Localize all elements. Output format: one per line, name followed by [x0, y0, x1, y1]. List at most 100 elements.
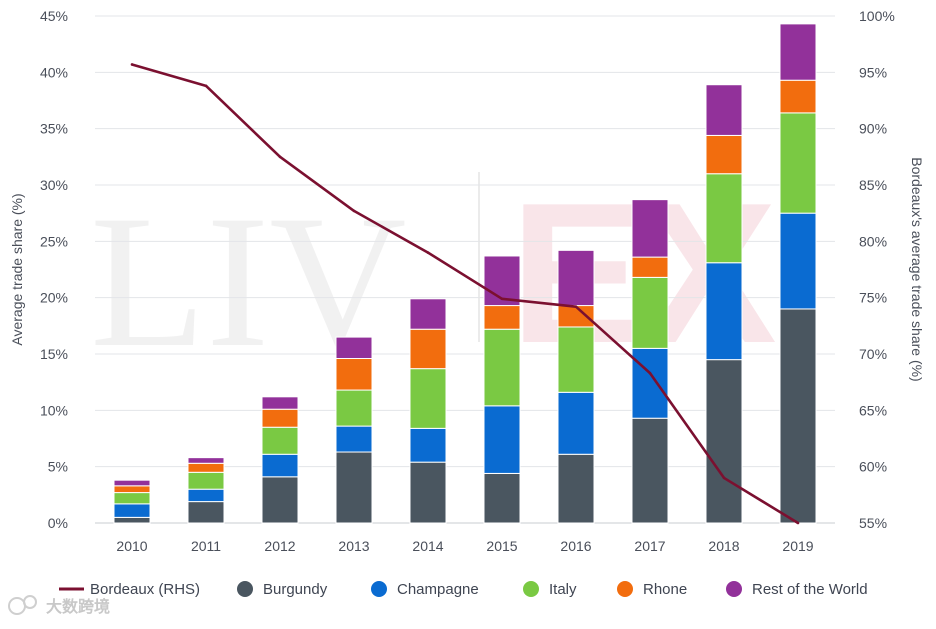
bordeaux-point-2011 [204, 84, 208, 88]
bar-champagne-2017 [631, 347, 669, 419]
legend-label-champagne: Champagne [397, 581, 479, 598]
bar-burgundy-2018 [705, 359, 743, 524]
bar-champagne-2010 [113, 503, 151, 518]
bar-rhone-2018 [705, 134, 743, 175]
legend-label-rest-of-the-world: Rest of the World [752, 581, 868, 598]
bar-rest-of-the-world-2010 [113, 479, 151, 487]
y-tick-label-right: 65% [859, 402, 887, 418]
brand-logo-icon-2 [23, 595, 37, 609]
bar-italy-2014 [409, 368, 447, 429]
y-tick-label-left: 25% [40, 233, 68, 249]
legend-swatch-italy [523, 581, 539, 597]
y-tick-label-left: 5% [48, 459, 68, 475]
bar-italy-2012 [261, 426, 299, 455]
legend-swatch-rest-of-the-world [726, 581, 742, 597]
legend-label-bordeaux: Bordeaux (RHS) [90, 581, 200, 598]
x-tick-label: 2013 [338, 538, 369, 554]
y-tick-label-left: 15% [40, 346, 68, 362]
brand-mark: 大数跨境 [8, 595, 110, 616]
y-tick-label-left: 10% [40, 402, 68, 418]
bar-rhone-2013 [335, 358, 373, 391]
bar-italy-2015 [483, 328, 521, 407]
bar-italy-2018 [705, 173, 743, 264]
bordeaux-line-layer [130, 63, 800, 525]
bar-rhone-2015 [483, 305, 521, 330]
legend-label-italy: Italy [549, 581, 577, 598]
y-tick-label-left: 0% [48, 515, 68, 531]
y-tick-label-right: 60% [859, 459, 887, 475]
bar-rhone-2019 [779, 79, 817, 114]
bar-burgundy-2019 [779, 308, 817, 524]
bordeaux-point-2016 [574, 305, 578, 308]
bar-champagne-2016 [557, 391, 595, 455]
bar-burgundy-2015 [483, 472, 521, 524]
y-tick-label-right: 85% [859, 177, 887, 193]
bar-italy-2013 [335, 389, 373, 427]
bordeaux-point-2014 [426, 251, 430, 254]
bar-italy-2016 [557, 326, 595, 393]
legend-label-rhone: Rhone [643, 581, 687, 598]
bar-rhone-2012 [261, 408, 299, 428]
legend-swatch-champagne [371, 581, 387, 597]
bar-rest-of-the-world-2018 [705, 84, 743, 136]
bordeaux-point-2012 [278, 155, 282, 159]
bar-champagne-2013 [335, 425, 373, 453]
y-tick-label-right: 100% [859, 8, 895, 24]
bar-burgundy-2016 [557, 453, 595, 524]
bar-burgundy-2017 [631, 417, 669, 524]
bars [113, 23, 817, 524]
bar-burgundy-2010 [113, 516, 151, 524]
y-tick-label-right: 95% [859, 64, 887, 80]
watermark-divider [478, 172, 480, 342]
legend: Bordeaux (RHS) Burgundy Champagne Italy Rhon… [59, 581, 868, 598]
bar-rest-of-the-world-2019 [779, 23, 817, 81]
x-tick-label: 2018 [708, 538, 739, 554]
bordeaux-line [131, 63, 799, 525]
brand-text: 大数跨境 [46, 597, 110, 616]
y-tick-label-left: 30% [40, 177, 68, 193]
brand-logo-icon [8, 597, 26, 615]
y-axis-title-left: Average trade share (%) [9, 193, 25, 345]
y-tick-label-right: 55% [859, 515, 887, 531]
bar-rest-of-the-world-2016 [557, 249, 595, 307]
bar-rest-of-the-world-2014 [409, 298, 447, 330]
bordeaux-point-2017 [648, 371, 652, 375]
bar-champagne-2019 [779, 212, 817, 310]
y-tick-label-right: 90% [859, 121, 887, 137]
bar-champagne-2012 [261, 453, 299, 478]
bar-rest-of-the-world-2013 [335, 336, 373, 360]
bordeaux-point-2013 [352, 209, 356, 213]
bar-italy-2019 [779, 112, 817, 214]
x-tick-label: 2015 [486, 538, 517, 554]
bar-rhone-2010 [113, 485, 151, 494]
bar-champagne-2014 [409, 427, 447, 463]
bar-champagne-2018 [705, 262, 743, 361]
bar-italy-2017 [631, 276, 669, 349]
x-tick-label: 2014 [412, 538, 443, 554]
bordeaux-point-2018 [722, 476, 726, 480]
bar-champagne-2011 [187, 488, 225, 503]
bordeaux-point-2015 [500, 297, 504, 301]
legend-swatch-rhone [617, 581, 633, 597]
bar-rest-of-the-world-2011 [187, 457, 225, 464]
bar-burgundy-2011 [187, 501, 225, 524]
y-tick-label-left: 40% [40, 64, 68, 80]
y-tick-label-left: 35% [40, 121, 68, 137]
bordeaux-point-2010 [130, 63, 134, 66]
bar-burgundy-2012 [261, 476, 299, 524]
y-tick-label-left: 45% [40, 8, 68, 24]
bar-rhone-2014 [409, 328, 447, 370]
y-axis-title-right: Bordeaux's average trade share (%) [909, 157, 925, 381]
bar-burgundy-2013 [335, 451, 373, 524]
bar-rhone-2017 [631, 256, 669, 278]
bar-rest-of-the-world-2012 [261, 396, 299, 410]
bar-rest-of-the-world-2017 [631, 199, 669, 258]
bar-italy-2011 [187, 471, 225, 490]
bordeaux-point-2019 [796, 521, 800, 525]
y-tick-label-left: 20% [40, 290, 68, 306]
bar-italy-2010 [113, 492, 151, 505]
bar-rhone-2011 [187, 462, 225, 473]
x-tick-label: 2017 [634, 538, 665, 554]
